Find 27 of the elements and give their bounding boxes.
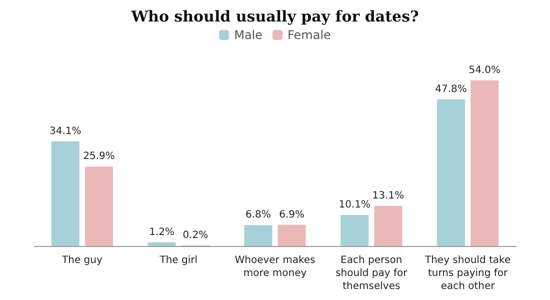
data-label: 13.1%: [372, 190, 404, 202]
data-label: 47.8%: [435, 84, 467, 95]
bar: [340, 215, 369, 246]
bar: [437, 99, 465, 246]
x-tick-label: Each person should pay for themselves: [336, 255, 408, 292]
bar: [470, 80, 499, 246]
data-label: 54.0%: [468, 64, 500, 76]
bar: [244, 225, 272, 246]
legend-label: Male: [234, 28, 263, 42]
data-label: 25.9%: [83, 151, 115, 162]
data-label: 10.1%: [338, 200, 370, 211]
bar: [374, 206, 402, 246]
x-tick-label: The guy: [61, 255, 102, 266]
x-tick-label: They should take turns paying for each other: [424, 255, 511, 292]
bar: [278, 224, 306, 246]
x-tick-label: The girl: [158, 255, 198, 266]
x-tick-label: Whoever makes more money: [234, 255, 316, 279]
bar: [85, 166, 113, 246]
data-label: 0.2%: [182, 230, 208, 241]
data-label: 1.2%: [149, 226, 175, 238]
data-label: 34.1%: [50, 126, 82, 137]
data-label: 6.8%: [245, 210, 271, 221]
chart-title: Who should usually pay for dates?: [130, 8, 420, 26]
legend-label: Female: [288, 28, 331, 42]
bar: [51, 141, 80, 246]
bar: [148, 242, 176, 246]
data-label: 6.9%: [279, 209, 305, 220]
